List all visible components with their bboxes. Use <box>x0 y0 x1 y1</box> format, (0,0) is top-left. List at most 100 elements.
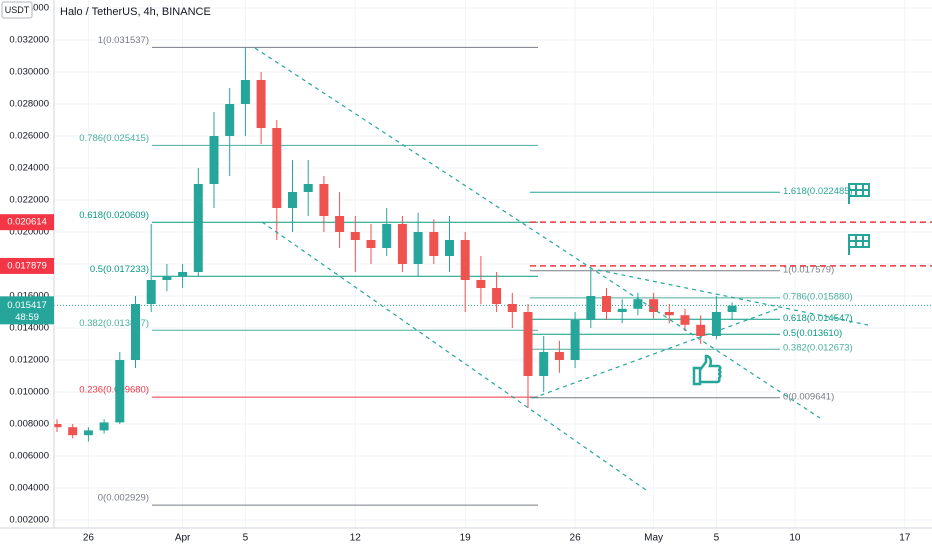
price-tag-label: 0.020614 <box>7 217 47 228</box>
candle-body <box>350 232 360 240</box>
candle-body <box>664 312 674 316</box>
candle-body <box>83 430 93 436</box>
price-tag-label: 0.017879 <box>7 260 47 271</box>
fib-label: 0.786(0.025415) <box>79 133 149 144</box>
candle-body <box>445 240 454 256</box>
candle-body <box>539 352 549 376</box>
x-tick-label: May <box>644 533 663 544</box>
channel-top <box>254 47 821 419</box>
candle-body <box>99 422 109 431</box>
candle-body <box>162 276 172 280</box>
candle-body <box>68 427 78 436</box>
chart-title: Halo / TetherUS, 4h, BINANCE <box>60 6 211 18</box>
candle-body <box>272 128 282 208</box>
candle-body <box>649 299 659 312</box>
candle-body <box>240 80 250 104</box>
price-tag <box>0 214 54 231</box>
y-tick-label: 0.002000 <box>9 515 49 526</box>
y-tick-label: 0.006000 <box>9 451 49 462</box>
candle-body <box>476 280 486 288</box>
x-tick-label: 19 <box>460 533 472 544</box>
candle-body <box>288 192 297 208</box>
candle-body <box>460 240 470 280</box>
x-tick-label: 17 <box>899 533 911 544</box>
y-tick-label: 0.028000 <box>9 99 49 110</box>
x-tick-label: 5 <box>714 533 720 544</box>
x-tick-label: 12 <box>350 533 362 544</box>
candle-body <box>146 280 156 304</box>
candle-body <box>52 424 62 428</box>
candle-body <box>633 299 643 309</box>
y-tick-label: 0.014000 <box>9 323 49 334</box>
last-price-tag <box>0 296 54 325</box>
candle-body <box>602 296 611 312</box>
last-price-label: 0.015417 <box>7 300 47 311</box>
candle-body <box>193 184 203 272</box>
fib-label: 0(0.002929) <box>98 493 149 504</box>
candle-body <box>711 312 721 336</box>
x-tick-label: 5 <box>243 533 249 544</box>
y-tick-label: 0.022000 <box>9 195 49 206</box>
x-tick-label: 26 <box>570 533 582 544</box>
candle-body <box>256 80 266 128</box>
fib-label: 0.618(0.020609) <box>79 210 149 221</box>
fib-label: 1(0.017579) <box>783 264 834 275</box>
candle-body <box>178 272 188 277</box>
y-tick-label: 0.020000 <box>9 227 49 238</box>
y-tick-label: 0.010000 <box>9 387 49 398</box>
fib-label: 1(0.031537) <box>98 35 149 46</box>
candle-body <box>507 304 517 312</box>
candle-body <box>617 308 627 312</box>
y-tick-label: 0.032000 <box>9 35 49 46</box>
candle-body <box>492 288 502 304</box>
candle-body <box>335 216 345 232</box>
y-tick-label: 0.030000 <box>9 67 49 78</box>
candle-body <box>397 224 407 264</box>
x-tick-label: Apr <box>175 533 191 544</box>
candles <box>52 48 737 442</box>
thumbs-up-icon <box>692 354 722 386</box>
y-tick-label: 0.012000 <box>9 355 49 366</box>
y-tick-label: 0.008000 <box>9 419 49 430</box>
currency-box <box>1 1 33 19</box>
y-tick-label: 0.024000 <box>9 163 49 174</box>
candle-body <box>413 232 423 264</box>
fib-label: 1.618(0.022485) <box>783 186 853 197</box>
triangle-bottom <box>532 307 781 399</box>
fib-label: 0.236(0.009680) <box>79 385 149 396</box>
trend-lines <box>254 47 869 491</box>
fib-label: 0.618(0.014547) <box>783 313 853 324</box>
candle-body <box>429 232 439 256</box>
x-tick-label: 10 <box>789 533 801 544</box>
currency: USDT <box>5 5 30 15</box>
fib-label: 0.5(0.017233) <box>90 264 149 275</box>
candle-body <box>115 360 125 423</box>
fib-label: 0.382(0.012673) <box>783 343 853 354</box>
x-tick-label: 26 <box>83 533 95 544</box>
countdown: 48:59 <box>15 312 39 323</box>
candle-body <box>554 352 564 360</box>
candle-body <box>727 305 737 312</box>
candle-body <box>131 304 140 360</box>
x-axis-panel <box>0 528 932 550</box>
candle-body <box>303 184 313 192</box>
fib-label: 0.5(0.013610) <box>783 328 842 339</box>
candle-body <box>319 184 329 216</box>
candle-body <box>570 320 580 360</box>
channel-bottom <box>261 221 647 491</box>
candle-body <box>696 324 706 336</box>
candle-body <box>209 136 219 184</box>
candle-body <box>225 104 235 136</box>
y-tick-label: 0.004000 <box>9 483 49 494</box>
price-tag <box>0 257 54 274</box>
fib-label: 0(0.009641) <box>783 391 834 402</box>
candle-body <box>586 296 596 320</box>
candle-body <box>382 224 392 248</box>
flag-icon <box>848 183 870 255</box>
y-tick-label: 0.016000 <box>9 291 49 302</box>
fib-label: 0.786(0.015880) <box>783 291 853 302</box>
fib-label: 0.382(0.013857) <box>79 318 149 329</box>
y-tick-label: 0.026000 <box>9 131 49 142</box>
candle-body <box>366 240 376 248</box>
